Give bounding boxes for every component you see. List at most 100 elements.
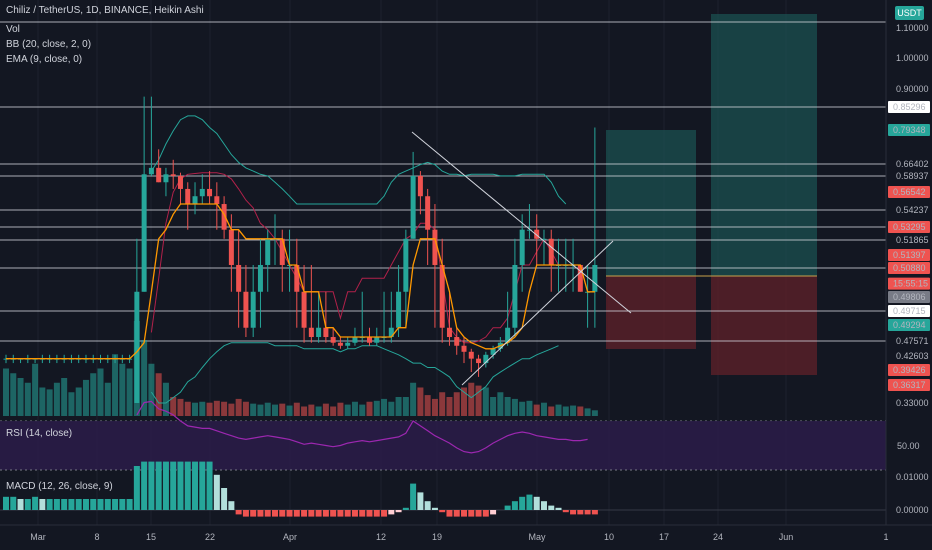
stop-zone-2 <box>711 276 817 375</box>
stop-zone-1 <box>606 276 696 349</box>
volume-bar <box>381 398 388 416</box>
macd-bar <box>148 461 155 510</box>
price-axis[interactable]: 1.10000 1.00000 0.90000 0.66402 0.58937 0.542… <box>885 0 932 550</box>
volume-bar <box>511 398 518 416</box>
candle-body <box>148 167 154 175</box>
macd-bar <box>475 510 482 517</box>
price-tick: 0.58937 <box>896 171 929 181</box>
time-tick: 12 <box>376 532 386 542</box>
indicator-vol-label[interactable]: Vol <box>6 24 20 35</box>
macd-bar <box>141 461 148 510</box>
volume-bar <box>264 402 271 416</box>
candle-body <box>352 337 358 343</box>
macd-bar <box>257 510 264 517</box>
volume-bar <box>97 368 104 416</box>
macd-bar <box>119 499 126 510</box>
macd-bar <box>490 510 497 515</box>
volume-bar <box>192 402 199 416</box>
target-zone-2 <box>711 14 817 276</box>
rsi-line <box>136 400 588 454</box>
macd-bar <box>126 499 133 510</box>
trend-drawings <box>411 131 632 386</box>
price-tick: 0.51865 <box>896 235 929 245</box>
candle-body <box>134 291 140 403</box>
candle-body <box>512 264 518 328</box>
indicator-bb-label[interactable]: BB (20, close, 2, 0) <box>6 39 92 50</box>
macd-bar <box>330 510 337 517</box>
volume-bar <box>344 404 351 416</box>
macd-bar <box>548 505 555 510</box>
candle-body <box>396 291 402 328</box>
macd-bar <box>90 499 97 510</box>
volume-bar <box>104 382 111 416</box>
trendline-up <box>461 240 614 386</box>
candle-body <box>461 345 467 352</box>
candle-body <box>316 327 322 338</box>
time-axis[interactable]: Mar 8 15 22 Apr 12 19 May 10 17 24 Jun 1 <box>0 524 932 550</box>
candle-body <box>214 196 220 205</box>
time-tick: Jun <box>779 532 794 542</box>
macd-bar <box>417 492 424 510</box>
time-tick: 1 <box>883 532 888 542</box>
target-zone-1 <box>606 130 696 276</box>
candle-body <box>330 337 336 343</box>
candle-body <box>425 196 431 230</box>
price-tag-bg <box>888 186 930 198</box>
candle-body <box>323 327 329 338</box>
price-tag: 0.49806 <box>893 292 926 302</box>
volume-bar <box>177 398 184 416</box>
time-tick: 15 <box>146 532 156 542</box>
currency-badge[interactable]: USDT <box>895 6 924 20</box>
volume-bar <box>112 354 119 416</box>
candle-body <box>468 351 474 359</box>
candle-body <box>279 238 285 265</box>
rsi-label[interactable]: RSI (14, close) <box>6 428 73 439</box>
candle-body <box>534 229 540 239</box>
position-zones <box>606 14 817 375</box>
volume-bar <box>271 404 278 416</box>
macd-bar <box>504 505 511 510</box>
price-tag: 0.85296 <box>893 102 926 112</box>
volume-bar <box>482 387 489 416</box>
volume-bar <box>61 378 68 416</box>
macd-bar <box>199 461 206 510</box>
rsi-band <box>0 421 886 470</box>
volume-bar <box>504 397 511 416</box>
price-tag: 0.50880 <box>893 263 926 273</box>
price-tag-bg <box>888 277 930 290</box>
macd-bar <box>446 510 453 517</box>
volume-bar <box>410 382 417 416</box>
volume-bar <box>162 382 169 416</box>
price-tag-bg <box>888 249 930 261</box>
volume-bar <box>570 405 577 416</box>
macd-bar <box>32 496 39 510</box>
macd-bar <box>482 510 489 517</box>
macd-bar <box>192 461 199 510</box>
volume-bar <box>322 403 329 416</box>
volume-bar <box>351 401 358 416</box>
macd-bar <box>315 510 322 517</box>
candle-body <box>541 238 547 240</box>
candle-body <box>439 264 445 328</box>
macd-tick: 0.00000 <box>896 505 929 515</box>
volume-bar <box>155 373 162 416</box>
volume-bar <box>235 398 242 416</box>
volume-bar <box>548 406 555 416</box>
candle-body <box>185 188 191 205</box>
macd-bar <box>351 510 358 517</box>
candle-body <box>199 188 205 197</box>
volume-bar <box>184 401 191 416</box>
indicator-ema-label[interactable]: EMA (9, close, 0) <box>6 54 83 65</box>
macd-bar <box>424 501 431 510</box>
volume-bar <box>388 401 395 416</box>
price-tick: 0.66402 <box>896 159 929 169</box>
candle-body <box>221 204 227 230</box>
macd-bar <box>461 510 468 517</box>
time-tick: May <box>528 532 546 542</box>
candle-body <box>490 348 496 355</box>
volume-bar <box>126 368 133 416</box>
volume-bar <box>373 400 380 416</box>
macd-label[interactable]: MACD (12, 26, close, 9) <box>6 481 113 492</box>
macd-bar <box>395 510 402 513</box>
